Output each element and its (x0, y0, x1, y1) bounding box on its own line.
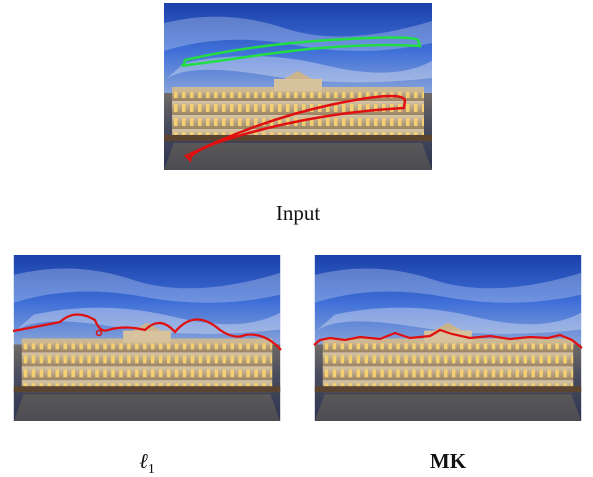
caption-mk: MK (430, 449, 467, 473)
l1-contour (12, 313, 282, 351)
l1-contour-blob (95, 329, 103, 337)
mk-contour (313, 328, 583, 349)
caption-l1-subscript: 1 (148, 462, 155, 477)
input-image (164, 3, 432, 170)
caption-input: Input (276, 201, 320, 225)
red-scribble (183, 94, 407, 164)
green-scribble (180, 36, 422, 67)
caption-l1: ℓ1 (139, 449, 155, 477)
l1-result-image (13, 255, 281, 421)
caption-l1-symbol: ℓ (139, 449, 148, 473)
